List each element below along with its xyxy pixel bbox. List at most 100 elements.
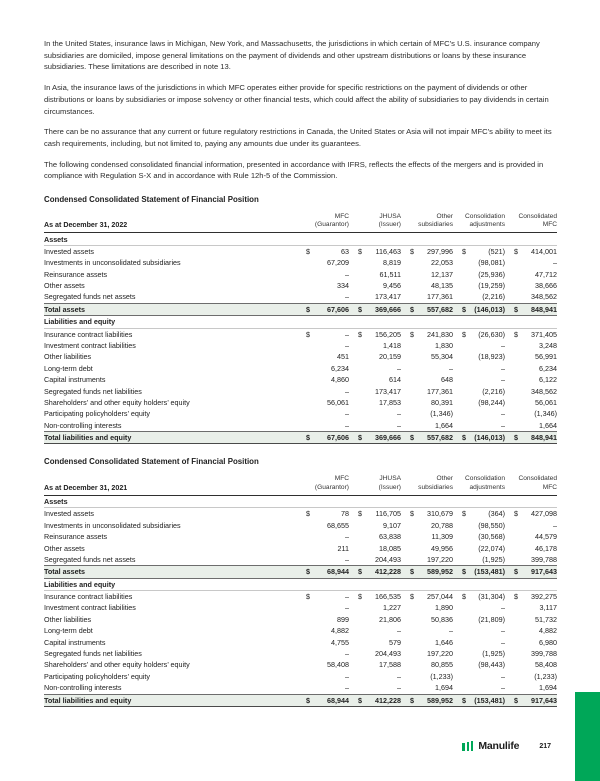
cell-value: 68,655 xyxy=(297,520,349,531)
cell-number: 68,944 xyxy=(327,695,349,705)
currency-symbol: $ xyxy=(358,246,362,256)
cell-number: 4,882 xyxy=(331,626,349,636)
row-label: Participating policyholders’ equity xyxy=(44,409,151,419)
cell-value: $ (31,304) xyxy=(453,591,505,603)
cell-value: 80,391 xyxy=(401,397,453,408)
table-row: Participating policyholders’ equity – – (1,… xyxy=(44,408,557,419)
cell-value: 50,836 xyxy=(401,614,453,625)
row-label: Invested assets xyxy=(44,246,94,256)
cell-number: 334 xyxy=(337,281,349,291)
brand-wordmark: Manulife xyxy=(478,740,520,752)
cell-value: – xyxy=(349,408,401,419)
cell-value: $166,535 xyxy=(349,591,401,603)
cell-number: – xyxy=(397,626,401,636)
row-label: Reinsurance assets xyxy=(44,532,108,542)
currency-symbol: $ xyxy=(358,509,362,519)
cell-number: (1,233) xyxy=(430,671,453,681)
currency-symbol: $ xyxy=(514,433,518,443)
cell-number: 20,159 xyxy=(379,352,401,362)
cell-number: – xyxy=(501,603,505,613)
table-row: Reinsurance assets – 61,511 12,137 (25,936) 4… xyxy=(44,269,557,280)
cell-number: 51,732 xyxy=(535,614,557,624)
cell-value: – xyxy=(453,671,505,682)
currency-symbol: $ xyxy=(306,304,310,314)
cell-value: 1,646 xyxy=(401,637,453,648)
cell-number: 49,956 xyxy=(431,543,453,553)
row-label: Segregated funds net assets xyxy=(44,554,136,564)
cell-number: 204,493 xyxy=(375,649,401,659)
cell-value: – xyxy=(453,637,505,648)
cell-number: 412,228 xyxy=(375,695,401,705)
currency-symbol: $ xyxy=(410,329,414,339)
currency-symbol: $ xyxy=(410,695,414,705)
cell-number: – xyxy=(501,637,505,647)
financial-position-table-2022: As at December 31, 2022 MFC (Guarantor) JH… xyxy=(44,213,557,445)
table-row: Investment contract liabilities – 1,227 1,8… xyxy=(44,602,557,613)
cell-value: $ (153,481) xyxy=(453,693,505,707)
cell-value: $ (153,481) xyxy=(453,565,505,579)
cell-value: 55,304 xyxy=(401,351,453,362)
cell-number: (98,244) xyxy=(478,398,505,407)
cell-value: 399,788 xyxy=(505,648,557,659)
cell-number: – xyxy=(345,649,349,659)
cell-number: – xyxy=(345,386,349,396)
cell-number: 61,511 xyxy=(379,269,401,279)
cell-value: 80,855 xyxy=(401,659,453,670)
cell-value: 1,664 xyxy=(401,420,453,432)
financial-position-table-2021: As at December 31, 2021 MFC (Guarantor) JH… xyxy=(44,475,557,707)
cell-number: – xyxy=(345,341,349,351)
cell-number: – xyxy=(397,363,401,373)
cell-number: 58,408 xyxy=(535,660,557,670)
currency-symbol: $ xyxy=(306,592,310,602)
row-label: Participating policyholders’ equity xyxy=(44,671,151,681)
currency-symbol: $ xyxy=(358,592,362,602)
cell-number: 1,664 xyxy=(539,420,557,430)
cell-value: 4,860 xyxy=(297,374,349,385)
row-label: Other liabilities xyxy=(44,614,92,624)
cell-number: 1,830 xyxy=(435,341,453,351)
currency-symbol: $ xyxy=(462,246,466,256)
row-label: Shareholders’ and other equity holders’ … xyxy=(44,398,190,407)
cell-value: 648 xyxy=(401,374,453,385)
cell-value: 47,712 xyxy=(505,269,557,280)
row-label: Other assets xyxy=(44,281,85,291)
cell-number: 50,836 xyxy=(431,614,453,624)
cell-number: 399,788 xyxy=(531,649,557,659)
cell-number: (26,630) xyxy=(478,329,505,339)
cell-value: $78 xyxy=(297,508,349,520)
cell-value: $67,606 xyxy=(297,431,349,445)
cell-number: – xyxy=(553,258,557,268)
cell-value: $917,643 xyxy=(505,565,557,579)
cell-value: 173,417 xyxy=(349,291,401,303)
cell-value: 1,694 xyxy=(401,682,453,694)
cell-number: 22,053 xyxy=(431,258,453,268)
cell-number: 369,666 xyxy=(375,304,401,314)
column-header: JHUSA (Issuer) xyxy=(349,213,401,234)
cell-number: 18,085 xyxy=(379,543,401,553)
cell-number: 3,248 xyxy=(539,341,557,351)
column-header: Other subsidiaries xyxy=(401,213,453,234)
cell-value: – xyxy=(401,625,453,636)
cell-number: – xyxy=(501,341,505,351)
cell-number: (1,925) xyxy=(482,649,505,659)
cell-number: 257,044 xyxy=(427,592,453,602)
row-label: Segregated funds net liabilities xyxy=(44,649,142,659)
cell-value: (1,346) xyxy=(401,408,453,419)
cell-number: 9,107 xyxy=(383,520,401,530)
row-label: Segregated funds net assets xyxy=(44,292,136,302)
cell-value: $ (146,013) xyxy=(453,431,505,445)
cell-number: 4,755 xyxy=(331,637,349,647)
column-header: Consolidated MFC xyxy=(505,213,557,234)
cell-value: $ (364) xyxy=(453,508,505,520)
currency-symbol: $ xyxy=(410,304,414,314)
cell-number: 917,643 xyxy=(531,695,557,705)
cell-value: – xyxy=(453,682,505,694)
cell-number: 56,061 xyxy=(535,398,557,407)
cell-value: 579 xyxy=(349,637,401,648)
cell-number: (98,081) xyxy=(478,258,505,268)
cell-number: 67,606 xyxy=(327,433,349,443)
cell-value: 1,664 xyxy=(505,420,557,432)
table-header-row: As at December 31, 2022 MFC (Guarantor) JH… xyxy=(44,213,557,234)
currency-symbol: $ xyxy=(358,433,362,443)
cell-number: 414,001 xyxy=(531,246,557,256)
